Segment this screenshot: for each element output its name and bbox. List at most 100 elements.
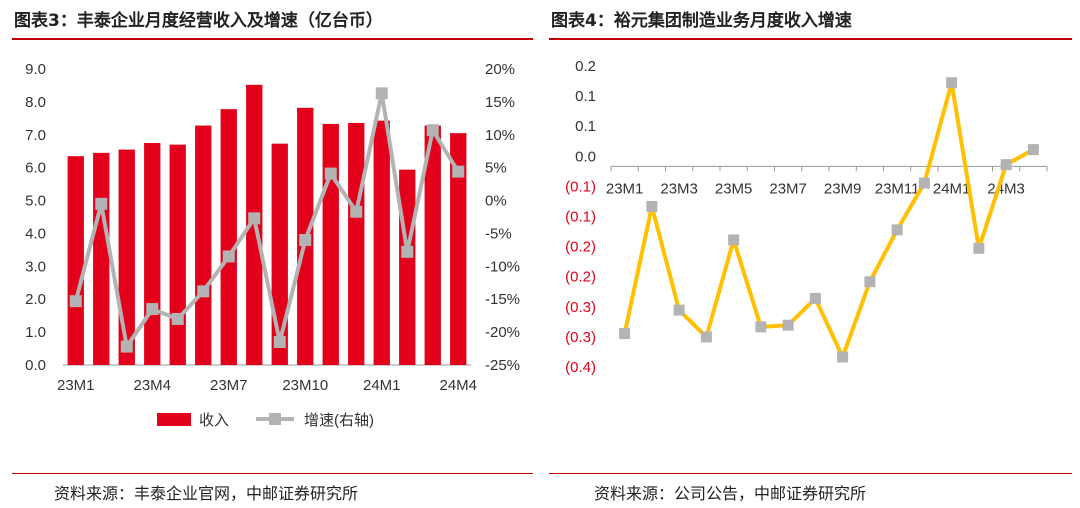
manufacturing-growth-marker <box>891 224 903 236</box>
left-x-tick-label: 24M1 <box>363 377 401 394</box>
manufacturing-growth-marker <box>728 234 740 246</box>
revenue-bar <box>220 109 237 365</box>
left-x-tick-label: 23M1 <box>57 377 95 394</box>
right-y-tick-label: -15% <box>485 291 520 308</box>
left-y-tick-label: 8.0 <box>25 94 46 111</box>
manufacturing-growth-marker <box>700 331 712 343</box>
right-y-tick-label: 0% <box>485 193 507 210</box>
right-chart-y-tick-label: 0.0 <box>575 148 596 165</box>
right-chart-y-tick-label: (0.4) <box>565 359 596 376</box>
left-y-tick-label: 1.0 <box>25 324 46 341</box>
left-y-tick-label: 6.0 <box>25 160 46 177</box>
right-source-note: 资料来源：公司公告，中邮证券研究所 <box>594 484 867 503</box>
manufacturing-growth-marker <box>782 319 794 331</box>
right-chart-x-tick-label: 23M1 <box>606 180 644 197</box>
left-y-tick-label: 5.0 <box>25 193 46 210</box>
right-chart-x-tick-label: 24M1 <box>933 180 971 197</box>
right-y-tick-label: 20% <box>485 61 515 78</box>
growth-marker <box>197 285 210 298</box>
legend-growth-marker <box>269 413 281 425</box>
right-chart-x-tick-label: 23M7 <box>769 180 807 197</box>
left-source-note: 资料来源：丰泰企业官网，中邮证券研究所 <box>54 484 359 503</box>
legend-growth-label: 增速(右轴) <box>304 412 374 429</box>
growth-marker <box>95 197 108 210</box>
right-chart-x-tick-label: 23M5 <box>715 180 753 197</box>
title-divider-right <box>549 38 1072 40</box>
revenue-bar <box>322 123 339 366</box>
revenue-bar <box>67 156 84 365</box>
manufacturing-growth-marker <box>809 292 821 304</box>
left-y-tick-label: 3.0 <box>25 258 46 275</box>
manufacturing-growth-marker <box>973 242 985 254</box>
left-y-tick-label: 7.0 <box>25 127 46 144</box>
growth-line <box>73 91 460 349</box>
manufacturing-growth-marker <box>646 200 658 212</box>
left-y-tick-label: 0.0 <box>25 357 46 374</box>
left-chart-title: 图表3：丰泰企业月度经营收入及增速（亿台币） <box>14 11 383 31</box>
revenue-bar <box>348 122 365 365</box>
right-chart-x-tick-label: 23M11 <box>875 180 920 197</box>
right-chart-y-tick-label: (0.1) <box>565 178 596 195</box>
title-divider-left <box>12 38 533 40</box>
growth-marker <box>452 165 465 178</box>
right-chart-y-tick-label: (0.3) <box>565 329 596 346</box>
revenue-bar <box>424 125 441 366</box>
manufacturing-growth-marker <box>673 304 685 316</box>
revenue-bar <box>373 120 390 365</box>
right-chart-y-tick-label: 0.2 <box>575 58 596 75</box>
manufacturing-growth-marker <box>1027 144 1039 156</box>
right-y-tick-label: -5% <box>485 225 512 242</box>
right-chart-x-tick-label: 24M3 <box>987 180 1025 197</box>
growth-marker <box>146 303 159 316</box>
right-chart-y-tick-label: (0.3) <box>565 299 596 316</box>
legend-revenue-label: 收入 <box>199 412 229 429</box>
right-y-tick-label: 10% <box>485 127 515 144</box>
manufacturing-growth-marker <box>1000 159 1012 171</box>
revenue-bar <box>169 144 186 365</box>
revenue-bar <box>93 152 110 365</box>
growth-marker <box>299 234 312 247</box>
right-y-tick-label: -25% <box>485 357 520 374</box>
source-divider-left <box>12 473 533 474</box>
right-chart-x-tick-label: 23M9 <box>824 180 862 197</box>
manufacturing-growth-marker <box>837 351 849 363</box>
manufacturing-growth-marker <box>918 177 930 189</box>
growth-marker <box>324 167 337 180</box>
right-chart-y-tick-label: 0.1 <box>575 88 596 105</box>
right-y-tick-label: 5% <box>485 160 507 177</box>
manufacturing-growth-marker <box>619 328 631 340</box>
right-chart-y-tick-label: 0.1 <box>575 118 596 135</box>
revenue-bar <box>399 169 416 365</box>
left-y-tick-label: 4.0 <box>25 225 46 242</box>
revenue-bar <box>271 143 288 365</box>
growth-marker <box>222 250 235 263</box>
manufacturing-growth-line <box>622 80 1035 359</box>
growth-marker <box>120 340 133 353</box>
right-chart-y-tick-label: (0.1) <box>565 209 596 226</box>
revenue-bar <box>450 133 467 365</box>
manufacturing-growth-marker <box>864 276 876 288</box>
right-chart-y-tick-label: (0.2) <box>565 239 596 256</box>
growth-marker <box>426 124 439 137</box>
growth-marker <box>375 87 388 100</box>
growth-marker <box>273 335 286 348</box>
growth-marker <box>69 295 82 308</box>
right-chart-y-tick-label: (0.2) <box>565 269 596 286</box>
revenue-bar <box>144 143 161 365</box>
growth-marker <box>248 212 261 225</box>
right-chart-x-tick-label: 23M3 <box>660 180 698 197</box>
growth-marker <box>350 205 363 218</box>
right-y-tick-label: -10% <box>485 258 520 275</box>
left-x-tick-label: 23M10 <box>282 377 328 394</box>
legend-revenue-swatch <box>157 413 191 426</box>
left-y-tick-label: 2.0 <box>25 291 46 308</box>
left-x-tick-label: 23M4 <box>133 377 171 394</box>
revenue-bar <box>118 149 135 365</box>
right-chart-title: 图表4：裕元集团制造业务月度收入增速 <box>551 11 852 31</box>
manufacturing-growth-marker <box>755 321 767 333</box>
revenue-bar <box>195 125 212 366</box>
growth-marker <box>401 245 414 258</box>
left-x-tick-label: 23M7 <box>210 377 248 394</box>
left-y-tick-label: 9.0 <box>25 61 46 78</box>
